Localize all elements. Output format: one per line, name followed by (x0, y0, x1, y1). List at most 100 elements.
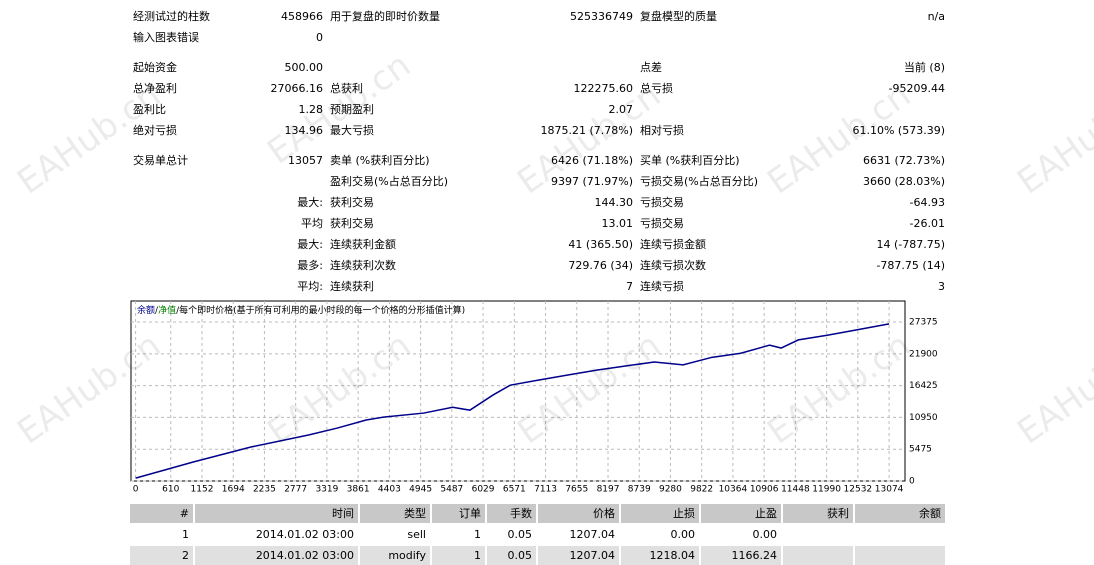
x-tick-label: 8197 (597, 485, 620, 495)
stat-label: 用于复盘的即时价数量 (330, 10, 440, 23)
stat-value: 9397 (71.97%) (550, 175, 633, 188)
table-cell: 0.00 (621, 525, 701, 544)
stat-label: 亏损交易(%占总百分比) (640, 175, 759, 188)
stat-value: 122275.60 (573, 82, 634, 95)
chart: 0 610 1152 1694 2235 2777 3319 3861 4403 4945 5487… (10, 45, 1094, 495)
stat-label: 连续获利次数 (330, 259, 396, 272)
x-tick-label: 10906 (750, 485, 779, 495)
stat-label: 连续获利 (330, 280, 374, 293)
legend-item: / (155, 306, 159, 316)
table-header-cell: # (130, 504, 195, 523)
stat-value: 41 (365.50) (568, 238, 633, 251)
table-cell (855, 525, 947, 544)
stat-value: 3 (938, 280, 945, 293)
legend-item: 余额 (137, 304, 155, 316)
stat-label: 总亏损 (640, 82, 673, 95)
stat-label: 卖单 (%获利百分比) (330, 154, 430, 167)
table-header-cell: 手数 (487, 504, 538, 523)
stat-value: 最大: (297, 196, 323, 209)
table-cell: sell (360, 525, 432, 544)
x-tick-label: 10364 (719, 485, 748, 495)
stat-value: 144.30 (594, 196, 634, 209)
watermark: EAHub.cn (260, 45, 418, 172)
stat-value: -26.01 (909, 217, 945, 230)
stat-label: 亏损交易 (640, 217, 684, 230)
stat-value: 3660 (28.03%) (862, 175, 945, 188)
x-tick-label: 4403 (378, 485, 401, 495)
stat-label: 交易单总计 (133, 154, 188, 167)
stat-value: 13057 (288, 154, 323, 167)
stat-label: 总获利 (330, 82, 363, 95)
balance-line (135, 323, 890, 479)
y-tick-label: 10950 (909, 413, 938, 423)
stat-value: 6631 (72.73%) (862, 154, 945, 167)
stat-value: 729.76 (34) (568, 259, 633, 272)
x-tick-label: 2777 (284, 485, 307, 495)
x-tick-label: 8739 (628, 485, 651, 495)
y-tick-label: 21900 (909, 349, 938, 359)
stat-value: 13.01 (601, 217, 634, 230)
x-tick-label: 3319 (315, 485, 338, 495)
stat-label: 连续亏损金额 (640, 238, 706, 251)
stat-label: 绝对亏损 (133, 124, 177, 137)
stat-label: 总净盈利 (133, 82, 177, 95)
x-tick-label: 5487 (440, 485, 463, 495)
stat-value: 最多: (297, 259, 323, 272)
x-tick-label: 12532 (844, 485, 873, 495)
plot-frame (130, 300, 906, 482)
table-header-cell: 止盈 (701, 504, 783, 523)
stat-value: 458966 (281, 10, 323, 23)
x-tick-label: 9280 (659, 485, 682, 495)
stat-label: 连续获利金额 (330, 238, 396, 251)
stat-label: 最大亏损 (330, 124, 374, 137)
stat-value: -787.75 (14) (876, 259, 945, 272)
stat-label: 输入图表错误 (133, 31, 199, 44)
table-header-cell: 价格 (538, 504, 621, 523)
stat-label: 获利交易 (330, 217, 374, 230)
x-tick-label: 7113 (534, 485, 557, 495)
x-tick-label: 9822 (690, 485, 713, 495)
stat-value: 27066.16 (270, 82, 324, 95)
x-tick-label: 1152 (191, 485, 214, 495)
stat-label: 买单 (%获利百分比) (640, 154, 740, 167)
x-tick-label: 0 (133, 485, 139, 495)
x-tick-label: 1694 (222, 485, 245, 495)
table-header-cell: 余额 (855, 504, 947, 523)
stat-value: 525336749 (570, 10, 633, 23)
stat-value: -64.93 (909, 196, 945, 209)
report: 经测试过的柱数 458966 用于复盘的即时价数量 525336749 复盘模型的质量 n… (10, 10, 1094, 565)
stat-value: 1.28 (298, 103, 324, 116)
stat-label: 相对亏损 (640, 124, 684, 137)
stat-value: 14 (-787.75) (876, 238, 945, 251)
stat-value: n/a (927, 10, 945, 23)
legend-item: 净值 (158, 304, 176, 316)
x-tick-label: 6029 (472, 485, 495, 495)
stat-value: 0 (316, 31, 323, 44)
table-header-cell: 时间 (195, 504, 360, 523)
stat-value: 平均: (297, 280, 323, 293)
x-tick-label: 11448 (781, 485, 810, 495)
table-cell (783, 525, 855, 544)
table-cell: 1207.04 (538, 525, 621, 544)
stat-label: 经测试过的柱数 (133, 10, 210, 23)
x-tick-label: 2235 (253, 485, 276, 495)
watermark: EAHub.cn (510, 75, 668, 202)
stat-label: 盈利比 (133, 103, 166, 116)
stat-value: 500.00 (284, 61, 324, 74)
stat-value: -95209.44 (888, 82, 945, 95)
table-header-cell: 类型 (360, 504, 432, 523)
legend-item: 每个即时价格(基于所有可利用的最小时段的每一个价格的分形插值计算) (179, 304, 465, 316)
table-cell: 0.00 (701, 525, 783, 544)
table-header-cell: 止损 (621, 504, 701, 523)
stat-label: 连续亏损 (640, 280, 684, 293)
x-tick-label: 610 (162, 485, 179, 495)
stat-label: 亏损交易 (640, 196, 684, 209)
stat-value: 7 (626, 280, 633, 293)
y-tick-label: 5475 (909, 445, 932, 455)
x-tick-label: 4945 (409, 485, 432, 495)
stat-value: 134.96 (284, 124, 324, 137)
watermark: EAHub.cn (760, 75, 918, 202)
watermark: EAHub.cn (10, 75, 168, 202)
stat-label: 盈利交易(%占总百分比) (330, 175, 449, 188)
legend: 余额/净值/每个即时价格(基于所有可利用的最小时段的每一个价格的分形插值计算) (137, 304, 465, 316)
